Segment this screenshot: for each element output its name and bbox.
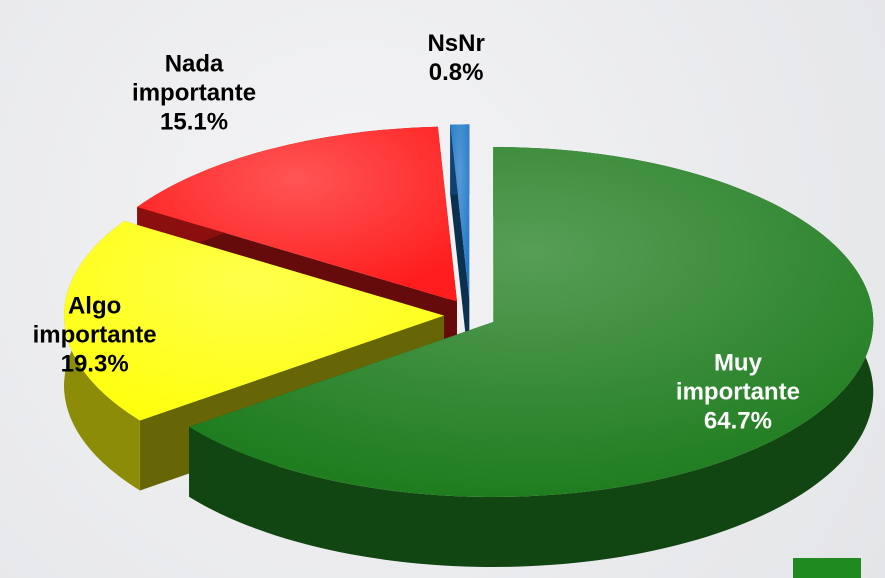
category: Nada importante <box>132 50 257 107</box>
value-label: 15.1% <box>160 108 229 136</box>
slice-sheen <box>189 146 874 497</box>
category: Algo importante <box>32 292 157 349</box>
category: Muy importante <box>675 349 800 406</box>
slice-sheen <box>137 126 457 302</box>
value-label: 19.3% <box>60 350 129 378</box>
value-label: 0.8% <box>428 58 484 86</box>
slice-label: NsNr 0.8% <box>371 29 541 87</box>
slice-label: Nada importante 15.1% <box>109 49 279 136</box>
slice-sheen <box>64 221 445 421</box>
category: NsNr <box>427 29 485 57</box>
value-label: 64.7% <box>703 407 772 435</box>
slice-wall <box>189 146 874 567</box>
slice-label: Algo importante 19.3% <box>10 292 180 379</box>
slice-label: Muy importante 64.7% <box>653 349 823 436</box>
slice-sheen <box>450 124 470 300</box>
corner-marker <box>793 558 861 578</box>
